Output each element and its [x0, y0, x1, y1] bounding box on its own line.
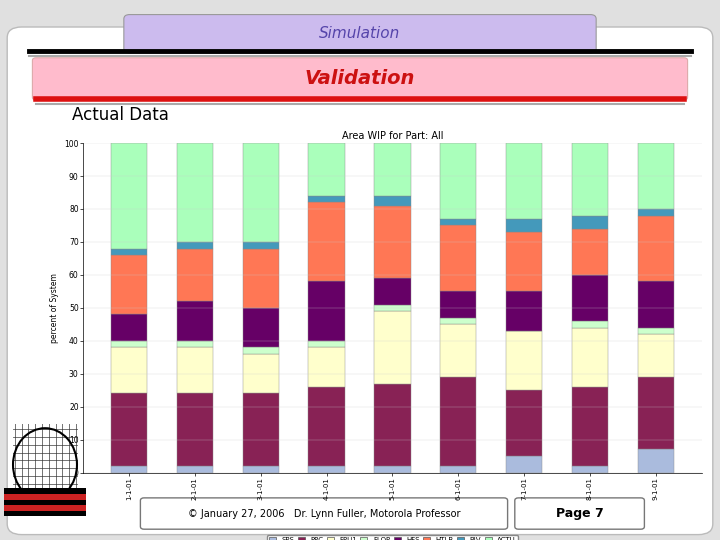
- Bar: [638, 143, 674, 209]
- Bar: [572, 229, 608, 275]
- Text: Simulation: Simulation: [320, 26, 400, 41]
- Bar: [243, 143, 279, 242]
- Bar: [177, 143, 213, 242]
- Bar: [374, 466, 410, 472]
- Bar: [111, 143, 147, 248]
- Bar: [440, 292, 477, 318]
- Bar: [440, 143, 477, 219]
- Bar: [374, 143, 410, 196]
- Bar: [308, 347, 345, 387]
- Bar: [308, 196, 345, 202]
- Bar: [111, 248, 147, 255]
- Bar: [506, 390, 542, 456]
- Bar: [177, 242, 213, 248]
- FancyBboxPatch shape: [124, 15, 596, 53]
- Bar: [506, 232, 542, 292]
- Bar: [374, 305, 410, 311]
- Bar: [111, 347, 147, 394]
- Bar: [440, 226, 477, 292]
- Bar: [111, 255, 147, 314]
- Bar: [506, 292, 542, 331]
- Bar: [572, 215, 608, 229]
- Bar: [243, 248, 279, 308]
- Bar: [440, 324, 477, 377]
- Text: Page 7: Page 7: [556, 507, 603, 520]
- Bar: [111, 394, 147, 466]
- Bar: [374, 311, 410, 383]
- Bar: [308, 387, 345, 466]
- FancyBboxPatch shape: [140, 498, 508, 529]
- Legend: SPS, PPC, FPU1, FLOP, HFS, HTLB, BIV, ACTU: SPS, PPC, FPU1, FLOP, HFS, HTLB, BIV, AC…: [267, 535, 518, 540]
- Bar: [308, 281, 345, 341]
- Bar: [374, 206, 410, 278]
- Bar: [177, 301, 213, 341]
- Text: Validation: Validation: [305, 69, 415, 88]
- Text: Actual Data: Actual Data: [72, 106, 169, 124]
- Bar: [243, 354, 279, 394]
- Bar: [572, 143, 608, 215]
- Bar: [308, 143, 345, 196]
- Bar: [308, 466, 345, 472]
- Bar: [243, 347, 279, 354]
- Bar: [572, 466, 608, 472]
- Bar: [374, 383, 410, 466]
- Bar: [572, 321, 608, 328]
- Title: Area WIP for Part: All: Area WIP for Part: All: [342, 131, 443, 141]
- Bar: [243, 394, 279, 466]
- FancyBboxPatch shape: [32, 58, 688, 100]
- Bar: [177, 341, 213, 347]
- Bar: [638, 281, 674, 328]
- Bar: [440, 466, 477, 472]
- Bar: [638, 377, 674, 449]
- Bar: [506, 456, 542, 472]
- Circle shape: [13, 428, 77, 501]
- Bar: [4, 511, 86, 516]
- Bar: [177, 347, 213, 394]
- Bar: [440, 377, 477, 466]
- Bar: [4, 500, 86, 505]
- Bar: [572, 328, 608, 387]
- Bar: [177, 248, 213, 301]
- Bar: [572, 387, 608, 466]
- Bar: [111, 341, 147, 347]
- Bar: [374, 278, 410, 305]
- Bar: [638, 449, 674, 472]
- Bar: [374, 196, 410, 206]
- Bar: [111, 314, 147, 341]
- Bar: [111, 466, 147, 472]
- Bar: [177, 394, 213, 466]
- FancyBboxPatch shape: [515, 498, 644, 529]
- Bar: [638, 328, 674, 334]
- Bar: [308, 341, 345, 347]
- Bar: [506, 143, 542, 219]
- Bar: [638, 334, 674, 377]
- Bar: [638, 215, 674, 281]
- Bar: [243, 466, 279, 472]
- Bar: [506, 219, 542, 232]
- Bar: [4, 505, 86, 511]
- Bar: [243, 308, 279, 347]
- Bar: [243, 242, 279, 248]
- Bar: [440, 219, 477, 226]
- Bar: [440, 318, 477, 324]
- Bar: [572, 275, 608, 321]
- Bar: [4, 488, 86, 494]
- FancyBboxPatch shape: [7, 27, 713, 535]
- Y-axis label: percent of System: percent of System: [50, 273, 58, 343]
- Bar: [638, 209, 674, 215]
- Bar: [506, 331, 542, 390]
- Text: © January 27, 2006   Dr. Lynn Fuller, Motorola Professor: © January 27, 2006 Dr. Lynn Fuller, Moto…: [188, 509, 460, 518]
- Bar: [177, 466, 213, 472]
- Bar: [4, 494, 86, 500]
- Bar: [308, 202, 345, 281]
